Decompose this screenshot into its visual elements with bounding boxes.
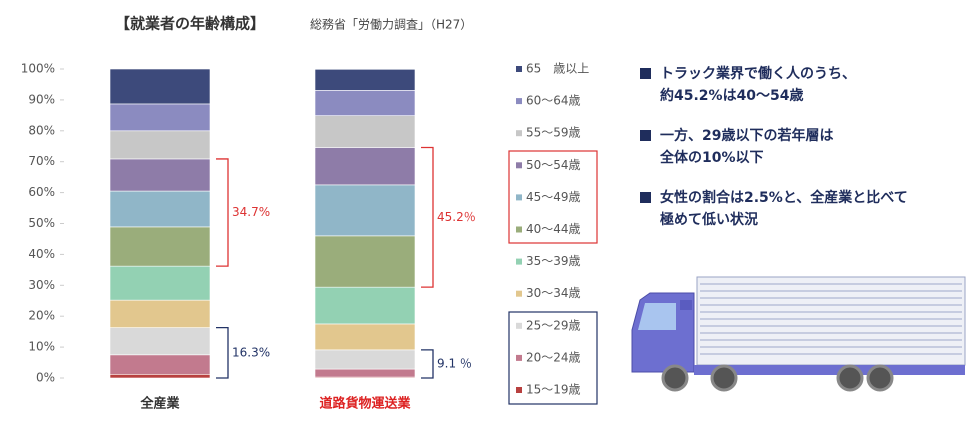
truck-box <box>696 276 966 366</box>
y-tick-label: 80% <box>28 123 55 137</box>
y-tick-label: 60% <box>28 185 55 199</box>
bullet <box>640 130 651 141</box>
y-tick-label: 10% <box>28 340 55 354</box>
truck-window <box>638 303 676 330</box>
legend-label: 40～44歳 <box>526 222 581 236</box>
note-line: 一方、29歳以下の若年層は <box>660 127 833 144</box>
legend-label: 20～24歳 <box>526 350 581 364</box>
legend-label: 25～29歳 <box>526 318 581 332</box>
bracket <box>216 158 229 267</box>
legend-label: 15～19歳 <box>526 383 581 397</box>
bar-segment <box>109 103 211 132</box>
chart-subtitle: 総務省「労働力調査」（H27） <box>310 18 472 32</box>
truck <box>631 276 966 392</box>
bar-segment <box>109 354 211 375</box>
bar-segment <box>314 184 416 237</box>
highlight-box <box>508 311 598 405</box>
bar-segment <box>314 115 416 148</box>
legend-swatch <box>516 162 522 169</box>
legend-swatch <box>516 194 522 201</box>
bar-segment <box>314 235 416 288</box>
bullet <box>640 68 651 79</box>
legend-swatch <box>516 258 522 265</box>
y-tick-label: 100% <box>21 62 55 76</box>
highlight-box <box>508 150 598 244</box>
legend-swatch <box>516 226 522 233</box>
bar-segment <box>314 90 416 116</box>
bar-segment <box>109 265 211 301</box>
legend-label: 50～54歳 <box>526 158 581 172</box>
bar-segment <box>109 190 211 228</box>
annotation: 45.2％ <box>437 210 476 224</box>
legend-swatch <box>516 290 522 297</box>
x-tick-label: 全産業 <box>139 396 180 412</box>
bar-segment <box>109 68 211 105</box>
chart-title: 【就業者の年齢構成】 <box>115 15 265 33</box>
legend-swatch <box>516 387 522 393</box>
bar-segment <box>109 299 211 328</box>
bar-segment <box>314 349 416 370</box>
y-tick-label: 40% <box>28 247 55 261</box>
y-tick-label: 20% <box>28 309 55 323</box>
note-line: 約45.2%は40～54歳 <box>660 87 804 104</box>
bar-segment <box>109 130 211 160</box>
legend-swatch <box>516 66 522 72</box>
legend-swatch <box>516 322 522 329</box>
y-tick-label: 90% <box>28 92 55 106</box>
bar-segment <box>109 226 211 267</box>
y-tick-label: 70% <box>28 154 55 168</box>
legend-label: 65 歳以上 <box>526 62 589 76</box>
bar-segment <box>314 147 416 186</box>
bracket <box>216 326 229 379</box>
note-line: 全体の10%以下 <box>659 149 764 166</box>
y-tick-label: 0% <box>36 371 55 385</box>
annotation: 34.7% <box>232 205 270 219</box>
bracket <box>421 349 434 379</box>
bar-segment <box>109 158 211 192</box>
bar-segment <box>109 373 211 379</box>
bar-segment <box>314 286 416 325</box>
bullet <box>640 192 651 203</box>
legend-label: 55～59歳 <box>526 126 581 140</box>
legend-swatch <box>516 98 522 105</box>
bar-segment <box>314 69 416 91</box>
legend-label: 30～34歳 <box>526 286 581 300</box>
y-tick-label: 50% <box>28 216 55 230</box>
note-line: 極めて低い状況 <box>660 211 758 228</box>
bar-segment <box>109 327 211 356</box>
y-tick-label: 30% <box>28 278 55 292</box>
annotation: 16.3% <box>232 345 270 359</box>
annotation: 9.1 ％ <box>437 356 472 370</box>
legend-label: 35～39歳 <box>526 254 581 268</box>
legend-swatch <box>516 354 522 361</box>
note-line: トラック業界で働く人のうち、 <box>660 65 856 82</box>
legend-swatch <box>516 130 522 137</box>
bracket <box>421 146 434 288</box>
bar-segment <box>314 368 416 378</box>
x-tick-label: 道路貨物運送業 <box>319 396 411 412</box>
note-line: 女性の割合は2.5%と、全産業と比べて <box>660 189 908 206</box>
legend-label: 45～49歳 <box>526 190 581 204</box>
legend-label: 60～64歳 <box>526 94 581 108</box>
bar-segment <box>314 323 416 351</box>
